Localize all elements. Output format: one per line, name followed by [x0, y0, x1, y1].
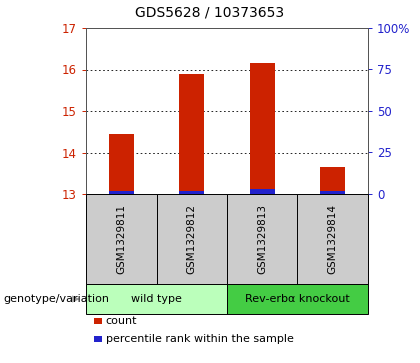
Text: percentile rank within the sample: percentile rank within the sample: [105, 334, 294, 344]
Bar: [179, 191, 204, 194]
Text: genotype/variation: genotype/variation: [3, 294, 109, 304]
Bar: [179, 74, 204, 194]
Text: GSM1329813: GSM1329813: [257, 204, 267, 274]
Text: GSM1329811: GSM1329811: [116, 204, 126, 274]
Text: GSM1329812: GSM1329812: [187, 204, 197, 274]
Text: wild type: wild type: [131, 294, 182, 304]
Bar: [109, 191, 134, 194]
Bar: [250, 63, 275, 194]
Bar: [109, 134, 134, 194]
Text: count: count: [105, 316, 137, 326]
Text: GSM1329814: GSM1329814: [328, 204, 338, 274]
Text: Rev-erbα knockout: Rev-erbα knockout: [245, 294, 350, 304]
Bar: [320, 167, 345, 194]
Bar: [250, 189, 275, 194]
Text: GDS5628 / 10373653: GDS5628 / 10373653: [135, 6, 285, 20]
Bar: [320, 191, 345, 194]
